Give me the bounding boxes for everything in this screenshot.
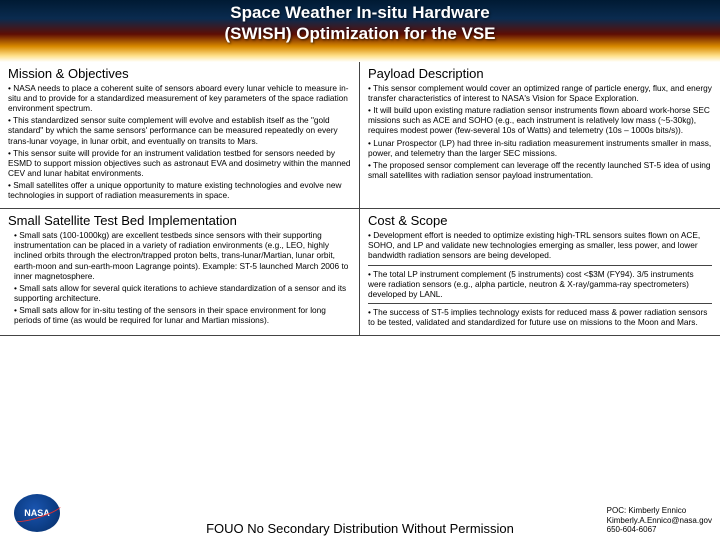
- poc-name: POC: Kimberly Ennico: [607, 506, 712, 515]
- footer: NASA FOUO No Secondary Distribution With…: [0, 498, 720, 540]
- cost-body: • Development effort is needed to optimi…: [368, 230, 712, 327]
- payload-section: Payload Description • This sensor comple…: [360, 62, 720, 209]
- mission-section: Mission & Objectives • NASA needs to pla…: [0, 62, 360, 209]
- payload-bullet: • This sensor complement would cover an …: [368, 83, 712, 103]
- poc-phone: 650-604-6067: [607, 525, 712, 534]
- cost-subblock: • The total LP instrument complement (5 …: [368, 265, 712, 299]
- smallsat-section: Small Satellite Test Bed Implementation …: [0, 209, 360, 336]
- title-line1: Space Weather In-situ Hardware: [230, 3, 490, 22]
- cost-title: Cost & Scope: [368, 213, 712, 228]
- page-title: Space Weather In-situ Hardware (SWISH) O…: [224, 2, 495, 45]
- poc-email: Kimberly.A.Ennico@nasa.gov: [607, 516, 712, 525]
- smallsat-bullet: • Small sats (100-1000kg) are excellent …: [14, 230, 351, 281]
- title-line2: (SWISH) Optimization for the VSE: [224, 24, 495, 43]
- mission-bullet: • NASA needs to place a coherent suite o…: [8, 83, 351, 113]
- smallsat-bullet: • Small sats allow for in-situ testing o…: [14, 305, 351, 325]
- logo-text: NASA: [24, 508, 50, 518]
- payload-body: • This sensor complement would cover an …: [368, 83, 712, 180]
- mission-body: • NASA needs to place a coherent suite o…: [8, 83, 351, 200]
- content-grid: Mission & Objectives • NASA needs to pla…: [0, 62, 720, 336]
- cost-subblock: • The success of ST-5 implies technology…: [368, 303, 712, 327]
- cost-bullet: • Development effort is needed to optimi…: [368, 230, 712, 260]
- payload-bullet: • It will build upon existing mature rad…: [368, 105, 712, 135]
- smallsat-title: Small Satellite Test Bed Implementation: [8, 213, 351, 228]
- payload-bullet: • The proposed sensor complement can lev…: [368, 160, 712, 180]
- mission-bullet: • Small satellites offer a unique opport…: [8, 180, 351, 200]
- payload-title: Payload Description: [368, 66, 712, 81]
- mission-bullet: • This sensor suite will provide for an …: [8, 148, 351, 178]
- mission-title: Mission & Objectives: [8, 66, 351, 81]
- cost-bullet: • The total LP instrument complement (5 …: [368, 269, 712, 299]
- banner: Space Weather In-situ Hardware (SWISH) O…: [0, 0, 720, 62]
- poc-block: POC: Kimberly Ennico Kimberly.A.Ennico@n…: [607, 506, 712, 534]
- cost-section: Cost & Scope • Development effort is nee…: [360, 209, 720, 336]
- cost-bullet: • The success of ST-5 implies technology…: [368, 307, 712, 327]
- payload-bullet: • Lunar Prospector (LP) had three in-sit…: [368, 138, 712, 158]
- mission-bullet: • This standardized sensor suite complem…: [8, 115, 351, 145]
- smallsat-body: • Small sats (100-1000kg) are excellent …: [8, 230, 351, 325]
- smallsat-bullet: • Small sats allow for several quick ite…: [14, 283, 351, 303]
